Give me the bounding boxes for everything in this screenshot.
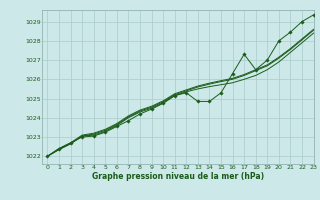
X-axis label: Graphe pression niveau de la mer (hPa): Graphe pression niveau de la mer (hPa) bbox=[92, 172, 264, 181]
